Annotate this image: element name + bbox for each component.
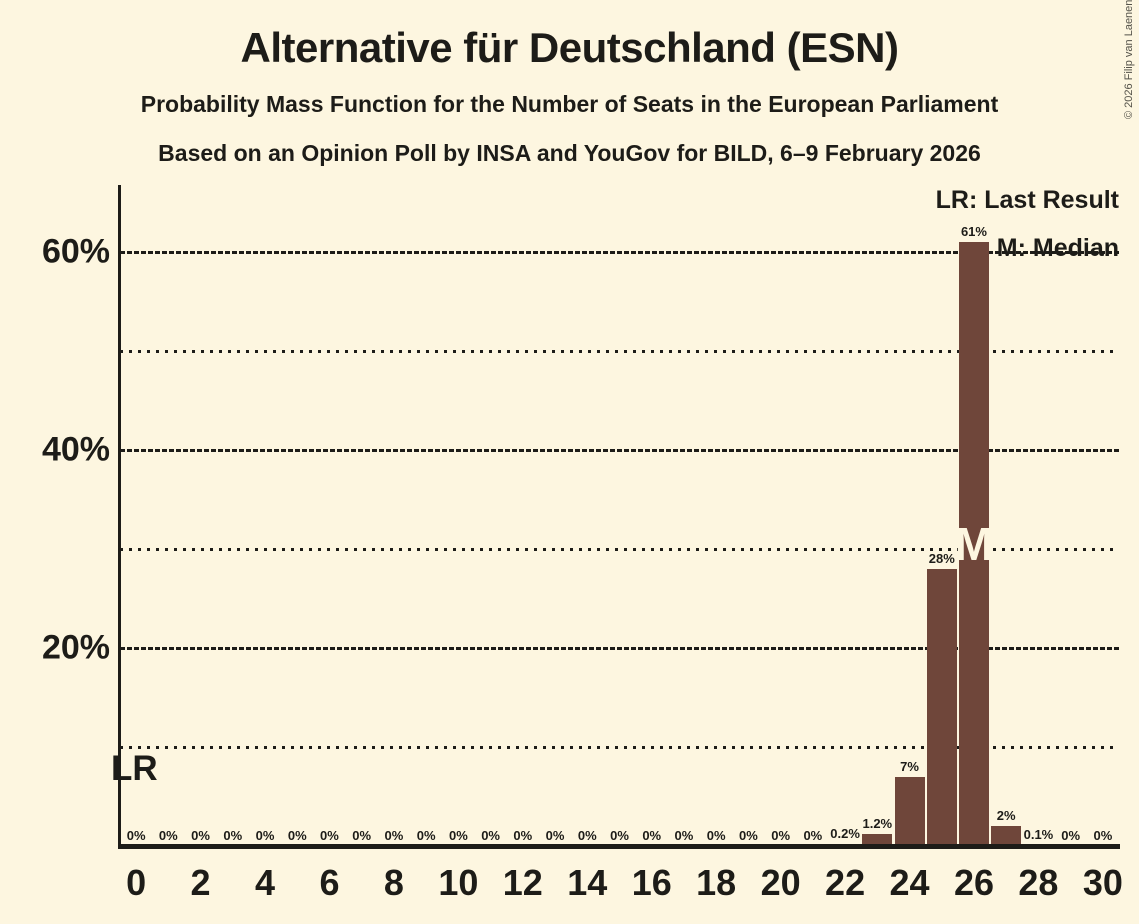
bar-value-label-seat-11: 0% — [481, 828, 500, 843]
x-axis-tick-label-0: 0 — [126, 862, 147, 903]
bar-value-label-seat-13: 0% — [545, 828, 565, 843]
bar-value-label-seat-25: 28% — [928, 551, 955, 566]
bar-value-label-seat-2: 0% — [191, 828, 210, 843]
bar-value-label-seat-14: 0% — [577, 828, 597, 843]
major-gridline-20 — [120, 646, 1119, 650]
bar-value-label-seat-27: 2% — [996, 808, 1016, 823]
bar-value-label-seat-0: 0% — [126, 828, 146, 843]
legend-median: M: Median — [996, 234, 1119, 262]
bar-seat-24 — [894, 777, 925, 846]
last-result-marker: LR — [111, 749, 158, 788]
bar-value-label-seat-7: 0% — [352, 828, 372, 843]
bar-value-label-seat-4: 0% — [255, 828, 275, 843]
bar-value-label-seat-10: 0% — [448, 828, 468, 843]
bar-value-label-seat-22: 0.2% — [830, 826, 860, 841]
y-axis-tick-label: 40% — [41, 430, 110, 469]
bar-value-label-seat-28: 0.1% — [1023, 827, 1054, 842]
bar-value-label-seat-21: 0% — [803, 828, 823, 843]
bar-value-label-seat-30: 0% — [1093, 828, 1113, 843]
page-title: Alternative für Deutschland (ESN) — [240, 24, 899, 71]
x-axis-tick-label-2: 2 — [190, 862, 211, 903]
bar-value-label-seat-5: 0% — [287, 828, 307, 843]
bar-value-label-seat-18: 0% — [706, 828, 726, 843]
bar-value-label-seat-3: 0% — [223, 828, 243, 843]
minor-gridline-30 — [120, 547, 1119, 551]
bar-value-label-seat-15: 0% — [610, 828, 629, 843]
x-axis-tick-label-22: 22 — [825, 862, 866, 903]
bar-value-label-seat-17: 0% — [674, 828, 694, 843]
x-axis-tick-label-24: 24 — [889, 862, 930, 903]
median-marker: M — [954, 518, 994, 571]
y-axis-tick-label: 20% — [41, 628, 110, 667]
x-axis-tick-label-14: 14 — [567, 862, 608, 903]
major-gridline-40 — [120, 448, 1119, 452]
bar-value-label-seat-8: 0% — [384, 828, 404, 843]
bar-value-label-seat-20: 0% — [771, 828, 791, 843]
minor-gridline-50 — [120, 349, 1119, 353]
bar-value-label-seat-1: 0% — [158, 828, 178, 843]
x-axis-tick-label-18: 18 — [696, 862, 737, 903]
major-gridline-60 — [120, 250, 1119, 254]
x-axis-tick-label-12: 12 — [502, 862, 543, 903]
x-axis-tick-label-4: 4 — [255, 862, 276, 903]
x-axis-tick-label-6: 6 — [319, 862, 340, 903]
bar-seat-27 — [991, 826, 1022, 846]
bar-value-label-seat-29: 0% — [1061, 828, 1081, 843]
x-axis-tick-label-16: 16 — [631, 862, 672, 903]
chart-subtitle: Probability Mass Function for the Number… — [140, 91, 999, 117]
chart-source-line: Based on an Opinion Poll by INSA and You… — [158, 140, 981, 166]
bar-value-label-seat-23: 1.2% — [862, 816, 893, 831]
bar-value-label-seat-12: 0% — [513, 828, 533, 843]
x-axis-tick-label-20: 20 — [760, 862, 801, 903]
bar-value-label-seat-26: 61% — [960, 224, 987, 239]
bar-value-label-seat-16: 0% — [642, 828, 662, 843]
x-axis-line — [118, 844, 1120, 849]
x-axis-tick-label-10: 10 — [438, 862, 479, 903]
x-axis-tick-label-28: 28 — [1018, 862, 1059, 903]
x-axis-tick-label-8: 8 — [383, 862, 404, 903]
bar-value-label-seat-6: 0% — [320, 828, 339, 843]
minor-gridline-10 — [120, 745, 1119, 749]
bar-value-label-seat-19: 0% — [738, 828, 758, 843]
bar-seat-23 — [862, 834, 893, 846]
legend-last-result: LR: Last Result — [935, 186, 1119, 214]
x-axis-tick-label-30: 30 — [1082, 862, 1123, 903]
bar-seat-26 — [958, 242, 989, 846]
bar-value-label-seat-9: 0% — [416, 828, 436, 843]
bar-value-label-seat-24: 7% — [900, 759, 919, 774]
y-axis-line — [118, 185, 121, 849]
bar-seat-25 — [926, 569, 957, 846]
y-axis-tick-label: 60% — [41, 232, 110, 271]
x-axis-tick-label-26: 26 — [953, 862, 994, 903]
